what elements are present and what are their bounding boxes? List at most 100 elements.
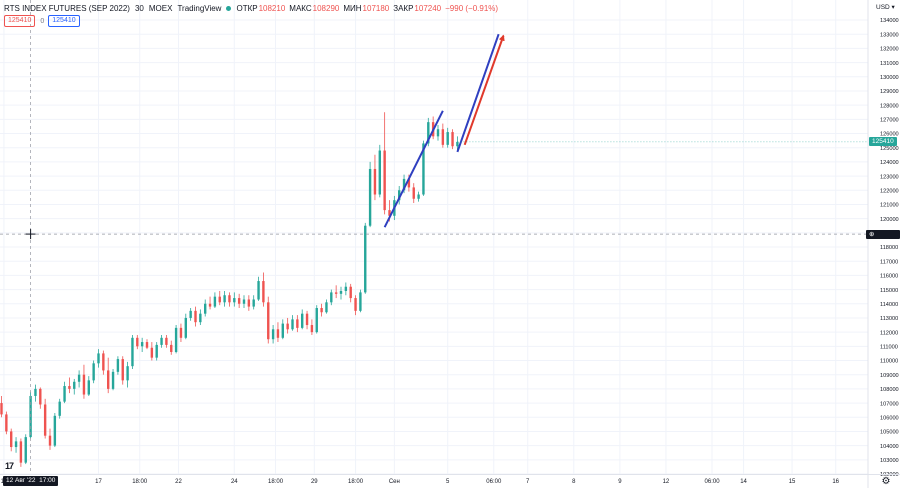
high-label: МАКС [289,3,312,13]
time-tick-label: 06:00 [486,479,502,485]
price-tick-label: 133000 [880,32,899,38]
candle-body [296,319,299,328]
time-tick-label: 24 [231,479,238,485]
candle-body [291,319,294,330]
candle-series [0,112,459,467]
candle-body [427,122,430,144]
settings-gear-icon[interactable]: ⚙ [881,476,891,487]
time-tick-label: 18:00 [268,479,284,485]
price-axis[interactable]: 102000 103000 104000 105000 106000 107000 1080… [867,0,899,488]
candle-body [218,296,221,303]
candle-body [417,194,420,199]
price-tick-label: 113000 [880,316,898,322]
price-tick-label: 112000 [880,330,898,336]
price-tick-label: 111000 [880,345,898,351]
time-tick-label: 17 [95,479,102,485]
price-tick-label: 114000 [880,302,898,308]
candle-body [10,431,13,448]
candle-body [102,353,105,371]
time-tick-label: 15 [789,479,796,485]
price-tick-label: 122000 [880,188,899,194]
candle-body [194,310,197,323]
candle-body [34,388,37,396]
candle-body [388,210,391,216]
candle-body [271,329,275,340]
candle-body [174,327,178,352]
price-tick-label: 131000 [880,61,899,67]
candle-body [160,337,163,345]
candle-body [208,303,212,307]
candle-body [213,296,217,307]
open-label: ОТКР [236,3,258,13]
candle-body [364,225,367,293]
sell-price-box[interactable]: 125410 [4,15,36,27]
candle-body [242,299,246,304]
candle-body [14,441,18,448]
candle-body [87,380,90,395]
time-axis[interactable]: 15 17 18:00 22 24 18:00 29 18:00 Сен 5 06:00 7 8 9 12 0… [0,474,900,486]
price-tick-label: 105000 [880,430,899,436]
candle-body [310,325,314,333]
current-price-tag: 125410 [869,137,897,147]
candle-body [204,303,207,314]
price-tick-label: 126000 [880,132,899,138]
candle-body [131,337,134,367]
price-tick-label: 129000 [880,89,899,95]
currency-label[interactable]: USD ▾ [876,4,895,11]
tradingview-logo-icon[interactable]: 17 [5,461,14,471]
buy-price-box[interactable]: 125410 [48,15,80,27]
candle-body [349,286,352,299]
candle-body [412,187,415,199]
candle-body [252,299,255,307]
candle-body [5,414,8,432]
candle-body [58,401,61,416]
bid-ask-row: 125410 0 125410 [4,15,80,27]
candle-body [257,281,260,300]
candle-body [441,129,445,145]
interval-label[interactable]: 30 [134,3,144,13]
candle-body [73,381,76,389]
candle-body [267,302,270,340]
high-value: 108290 [312,3,340,13]
time-tick-label: 29 [311,479,318,485]
time-tick-label: 18:00 [348,479,364,485]
candle-body [140,342,144,347]
price-tick-label: 123000 [880,174,899,180]
candle-body [0,403,3,415]
candle-body [330,292,333,303]
candle-body [402,178,406,191]
candle-body [436,129,440,137]
candle-body [407,178,411,188]
time-tick-label: 18:00 [132,479,148,485]
price-tick-label: 106000 [880,415,899,421]
low-value: 107180 [362,3,390,13]
candle-body [373,168,377,195]
candle-body [344,286,348,291]
candle-body [262,281,265,303]
time-tick-label: 22 [175,479,182,485]
time-tick-label: 7 [526,479,530,485]
time-tick-label: 9 [618,479,622,485]
candle-body [111,371,115,389]
symbol-name[interactable]: RTS INDEX FUTURES (SEP 2022) [4,3,130,13]
price-tick-label: 102000 [880,472,899,478]
candle-body [19,441,23,463]
drawings-layer[interactable] [383,33,505,228]
candle-body [398,190,401,201]
candle-body [97,353,100,364]
candle-body [281,323,284,338]
low-label: МИН [343,3,362,13]
candle-body [233,298,236,303]
candle-body [53,415,57,446]
price-tick-label: 130000 [880,75,899,81]
candle-body [39,388,42,405]
candle-body [456,141,459,147]
candle-body [165,337,168,345]
candle-body [422,143,425,195]
candle-body [354,298,357,311]
crosshair [0,0,868,474]
crosshair-price-tag: ⊕ 118910 [866,229,900,247]
price-tick-label: 107000 [880,401,899,407]
time-tick-label: 06:00 [705,479,721,485]
